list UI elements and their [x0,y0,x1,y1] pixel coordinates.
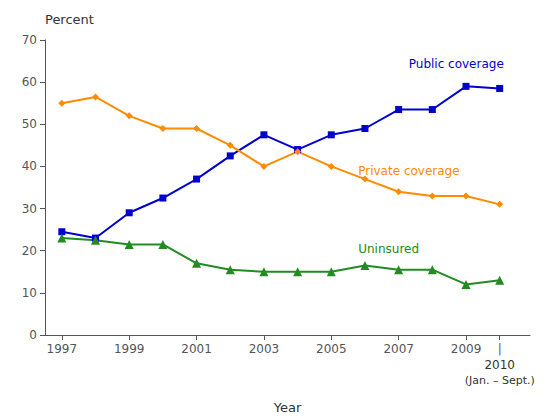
svg-text:10: 10 [22,286,37,300]
svg-text:30: 30 [22,202,37,216]
svg-text:2005: 2005 [316,342,347,356]
svg-text:1999: 1999 [114,342,145,356]
svg-text:|: | [498,342,502,356]
svg-text:0: 0 [29,328,37,342]
svg-text:2007: 2007 [383,342,414,356]
svg-text:70: 70 [22,33,37,47]
svg-text:Percent: Percent [45,12,94,27]
svg-text:60: 60 [22,75,37,89]
svg-text:Uninsured: Uninsured [358,242,419,256]
svg-text:40: 40 [22,159,37,173]
svg-text:50: 50 [22,117,37,131]
svg-text:2001: 2001 [181,342,212,356]
svg-text:Public coverage: Public coverage [409,57,504,71]
svg-text:2009: 2009 [451,342,482,356]
svg-text:Year: Year [273,400,302,415]
svg-text:2003: 2003 [249,342,280,356]
svg-text:20: 20 [22,244,37,258]
svg-text:(Jan. – Sept.): (Jan. – Sept.) [465,374,535,387]
svg-text:Private coverage: Private coverage [358,164,459,178]
svg-text:2010: 2010 [484,358,515,372]
svg-text:1997: 1997 [47,342,78,356]
